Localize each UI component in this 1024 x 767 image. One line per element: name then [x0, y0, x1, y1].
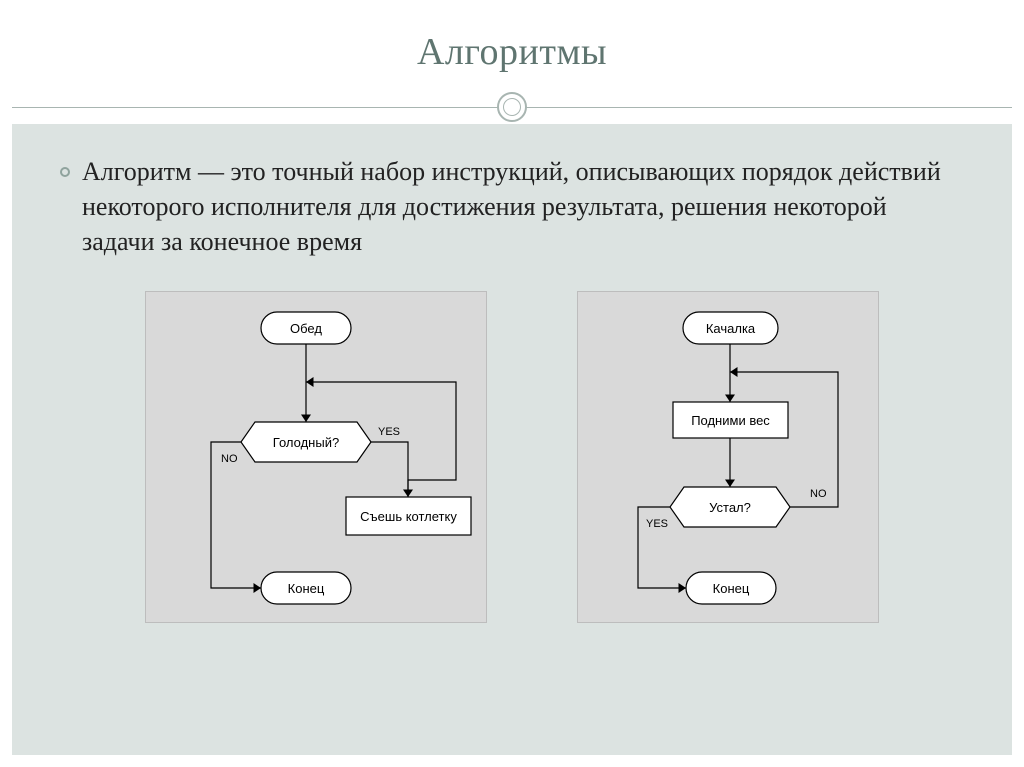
svg-text:Конец: Конец	[288, 581, 325, 596]
svg-text:YES: YES	[646, 518, 668, 530]
svg-text:Подними вес: Подними вес	[691, 413, 770, 428]
svg-text:Съешь котлетку: Съешь котлетку	[360, 509, 457, 524]
svg-text:YES: YES	[378, 426, 400, 438]
flowchart-left: Обед Голодный? Съешь котлетку Конец YES NO	[145, 291, 487, 623]
svg-text:NO: NO	[221, 453, 238, 465]
svg-text:Обед: Обед	[290, 321, 322, 336]
svg-text:Устал?: Устал?	[709, 500, 751, 515]
svg-text:NO: NO	[810, 488, 827, 500]
flowcharts-container: Обед Голодный? Съешь котлетку Конец YES NO Ка…	[60, 291, 964, 623]
bullet-item: Алгоритм — это точный набор инструкций, …	[60, 154, 964, 259]
bullet-icon	[60, 167, 70, 177]
svg-text:Конец: Конец	[713, 581, 750, 596]
flowchart-right: Качалка Подними вес Устал? Конец NO YES	[577, 291, 879, 623]
slide: Алгоритмы Алгоритм — это точный набор ин…	[0, 0, 1024, 767]
title-area: Алгоритмы	[12, 12, 1012, 124]
svg-text:Качалка: Качалка	[706, 321, 756, 336]
slide-body: Алгоритм — это точный набор инструкций, …	[12, 124, 1012, 623]
svg-text:Голодный?: Голодный?	[273, 435, 339, 450]
slide-title: Алгоритмы	[12, 30, 1012, 74]
title-ornament-icon	[497, 92, 527, 122]
bullet-text: Алгоритм — это точный набор инструкций, …	[82, 154, 964, 259]
